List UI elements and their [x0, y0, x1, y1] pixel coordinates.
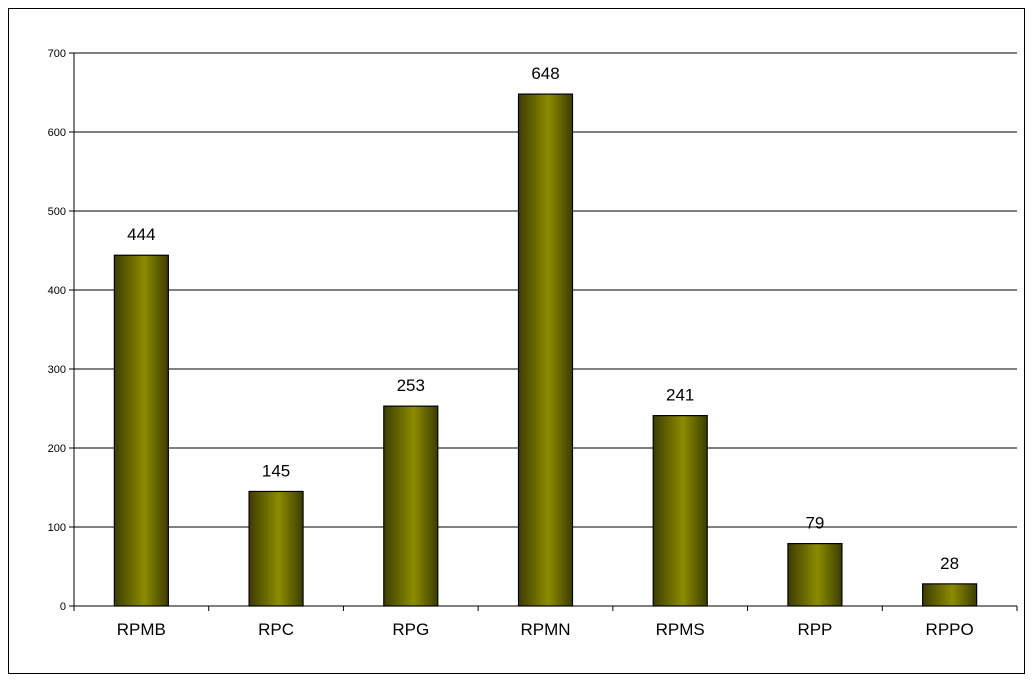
x-tick-label-rpmn: RPMN	[520, 620, 570, 639]
data-label-rpg: 253	[397, 376, 425, 395]
y-tick-label: 600	[48, 127, 66, 139]
data-label-rppo: 28	[940, 554, 959, 573]
bars	[113, 93, 978, 607]
bar-rppo	[922, 583, 978, 607]
data-label-rpp: 79	[805, 514, 824, 533]
data-label-rpc: 145	[262, 461, 290, 480]
bar-rpms	[652, 415, 708, 607]
x-tick-label-rppo: RPPO	[926, 620, 974, 639]
chart-frame	[8, 8, 1025, 674]
bar-rpmn	[517, 93, 574, 607]
y-tick-label: 100	[48, 522, 66, 534]
x-tick-label-rpg: RPG	[392, 620, 429, 639]
data-label-rpms: 241	[666, 386, 694, 405]
y-tick-label: 400	[48, 285, 66, 297]
bar-rpc	[248, 490, 304, 607]
x-tick-label-rpmb: RPMB	[117, 620, 166, 639]
y-tick-label: 700	[48, 48, 66, 60]
x-tick-label-rpp: RPP	[797, 620, 832, 639]
y-tick-label: 500	[48, 206, 66, 218]
labels: 0 100 200 300 400 500 600 700 444 RPMB 145 RPC 253 RP…	[48, 48, 974, 639]
x-tick-label-rpc: RPC	[258, 620, 294, 639]
data-label-rpmn: 648	[531, 64, 559, 83]
y-tick-label: 0	[60, 601, 66, 613]
bar-rpg	[383, 405, 439, 607]
x-tick-label-rpms: RPMS	[656, 620, 705, 639]
bar-rpp	[787, 542, 843, 607]
y-tick-label: 300	[48, 364, 66, 376]
bar-rpmb	[113, 254, 169, 607]
y-tick-label: 200	[48, 443, 66, 455]
data-label-rpmb: 444	[127, 225, 155, 244]
